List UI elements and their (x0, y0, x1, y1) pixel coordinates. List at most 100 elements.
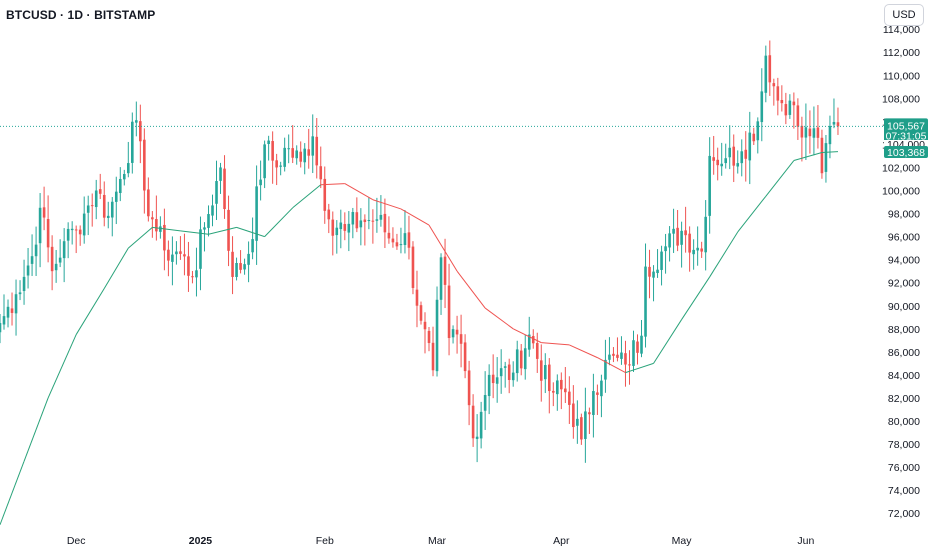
candle (467, 360, 471, 426)
ma-segment (103, 247, 129, 289)
ma-segment (75, 288, 105, 335)
candle (808, 110, 812, 154)
candle (110, 197, 114, 237)
candle (463, 334, 467, 379)
candle (287, 134, 290, 164)
candle (307, 128, 311, 169)
candle (207, 205, 210, 237)
candle (18, 280, 22, 301)
candle (46, 195, 50, 263)
candle (255, 165, 258, 265)
time-tick-label: Jun (797, 535, 814, 547)
candle (303, 143, 307, 175)
chart-title: BTCUSD · 1D · BITSTAMP (6, 8, 156, 22)
candle (203, 222, 206, 252)
candle (147, 177, 150, 222)
candle (26, 247, 30, 289)
candle (143, 128, 146, 214)
candle (648, 249, 651, 299)
candle (652, 265, 655, 302)
candle (78, 225, 82, 246)
candle (223, 155, 226, 219)
candle (22, 259, 26, 305)
candle (660, 245, 663, 286)
price-axis[interactable]: 72,000 74,000 76,000 78,000 80,000 82,000 84,0… (882, 24, 920, 520)
candle (411, 241, 415, 295)
candle (724, 143, 728, 169)
candle (704, 200, 707, 271)
candle (523, 334, 527, 380)
candle (568, 376, 571, 424)
price-tick-label: 98,000 (888, 209, 920, 221)
candle (247, 241, 250, 283)
candle (327, 203, 331, 234)
candle (832, 98, 836, 129)
candle (351, 207, 355, 239)
candle (315, 118, 319, 179)
candle (628, 350, 631, 385)
price-tags: 105,567 07:31:05 104,000 103,368 (884, 118, 928, 159)
candle (572, 385, 575, 439)
candle (455, 315, 459, 354)
candle (371, 209, 375, 244)
ma-segment (484, 307, 514, 330)
time-axis[interactable]: Dec 2025 Feb Mar Apr May Jun (67, 535, 815, 547)
candle (596, 384, 599, 415)
candle (552, 382, 555, 407)
price-tick-label: 72,000 (888, 508, 920, 520)
candle (588, 407, 591, 434)
candle (175, 241, 178, 265)
candle (564, 366, 567, 404)
ma-price-label-2: 103,368 (887, 147, 925, 159)
candle (656, 249, 659, 278)
candle (816, 105, 820, 149)
candle (171, 236, 174, 286)
candle (187, 241, 190, 292)
candle (784, 92, 788, 125)
ma-segment (428, 224, 458, 272)
candle (828, 115, 832, 159)
ma-segment (236, 226, 265, 238)
ma-segment (264, 207, 294, 237)
candle (680, 221, 683, 268)
candle (776, 77, 780, 116)
candle (102, 181, 106, 227)
candle (50, 235, 54, 291)
currency-button[interactable]: USD (884, 4, 924, 26)
candle (820, 129, 824, 179)
ma-segment (821, 151, 838, 153)
candle (547, 358, 551, 414)
candle (211, 194, 214, 227)
ma-segment (23, 397, 49, 462)
time-tick-label: May (672, 535, 693, 547)
price-tick-label: 84,000 (888, 370, 920, 382)
candle (491, 354, 495, 399)
candle (443, 238, 447, 309)
candle (335, 220, 339, 254)
candle (243, 258, 246, 275)
candle (127, 141, 130, 178)
ma-segment (320, 183, 345, 186)
time-tick-label: Dec (67, 535, 86, 547)
candle (756, 117, 760, 154)
current-price-tag (884, 118, 928, 145)
ma-segment (344, 183, 374, 201)
candle (30, 234, 34, 276)
candle (495, 357, 499, 403)
candle (692, 239, 695, 270)
candle (90, 193, 94, 227)
ma-segment (180, 230, 209, 235)
price-tick-label: 82,000 (888, 393, 920, 405)
candle (471, 394, 475, 447)
candle (403, 210, 407, 254)
candle (672, 208, 675, 253)
candle (580, 413, 583, 445)
price-tick-label: 102,000 (882, 162, 920, 174)
candle (215, 160, 218, 220)
candle (620, 336, 623, 365)
candle (375, 197, 379, 233)
candle (836, 107, 840, 135)
candle (183, 233, 186, 276)
candle (131, 112, 134, 174)
